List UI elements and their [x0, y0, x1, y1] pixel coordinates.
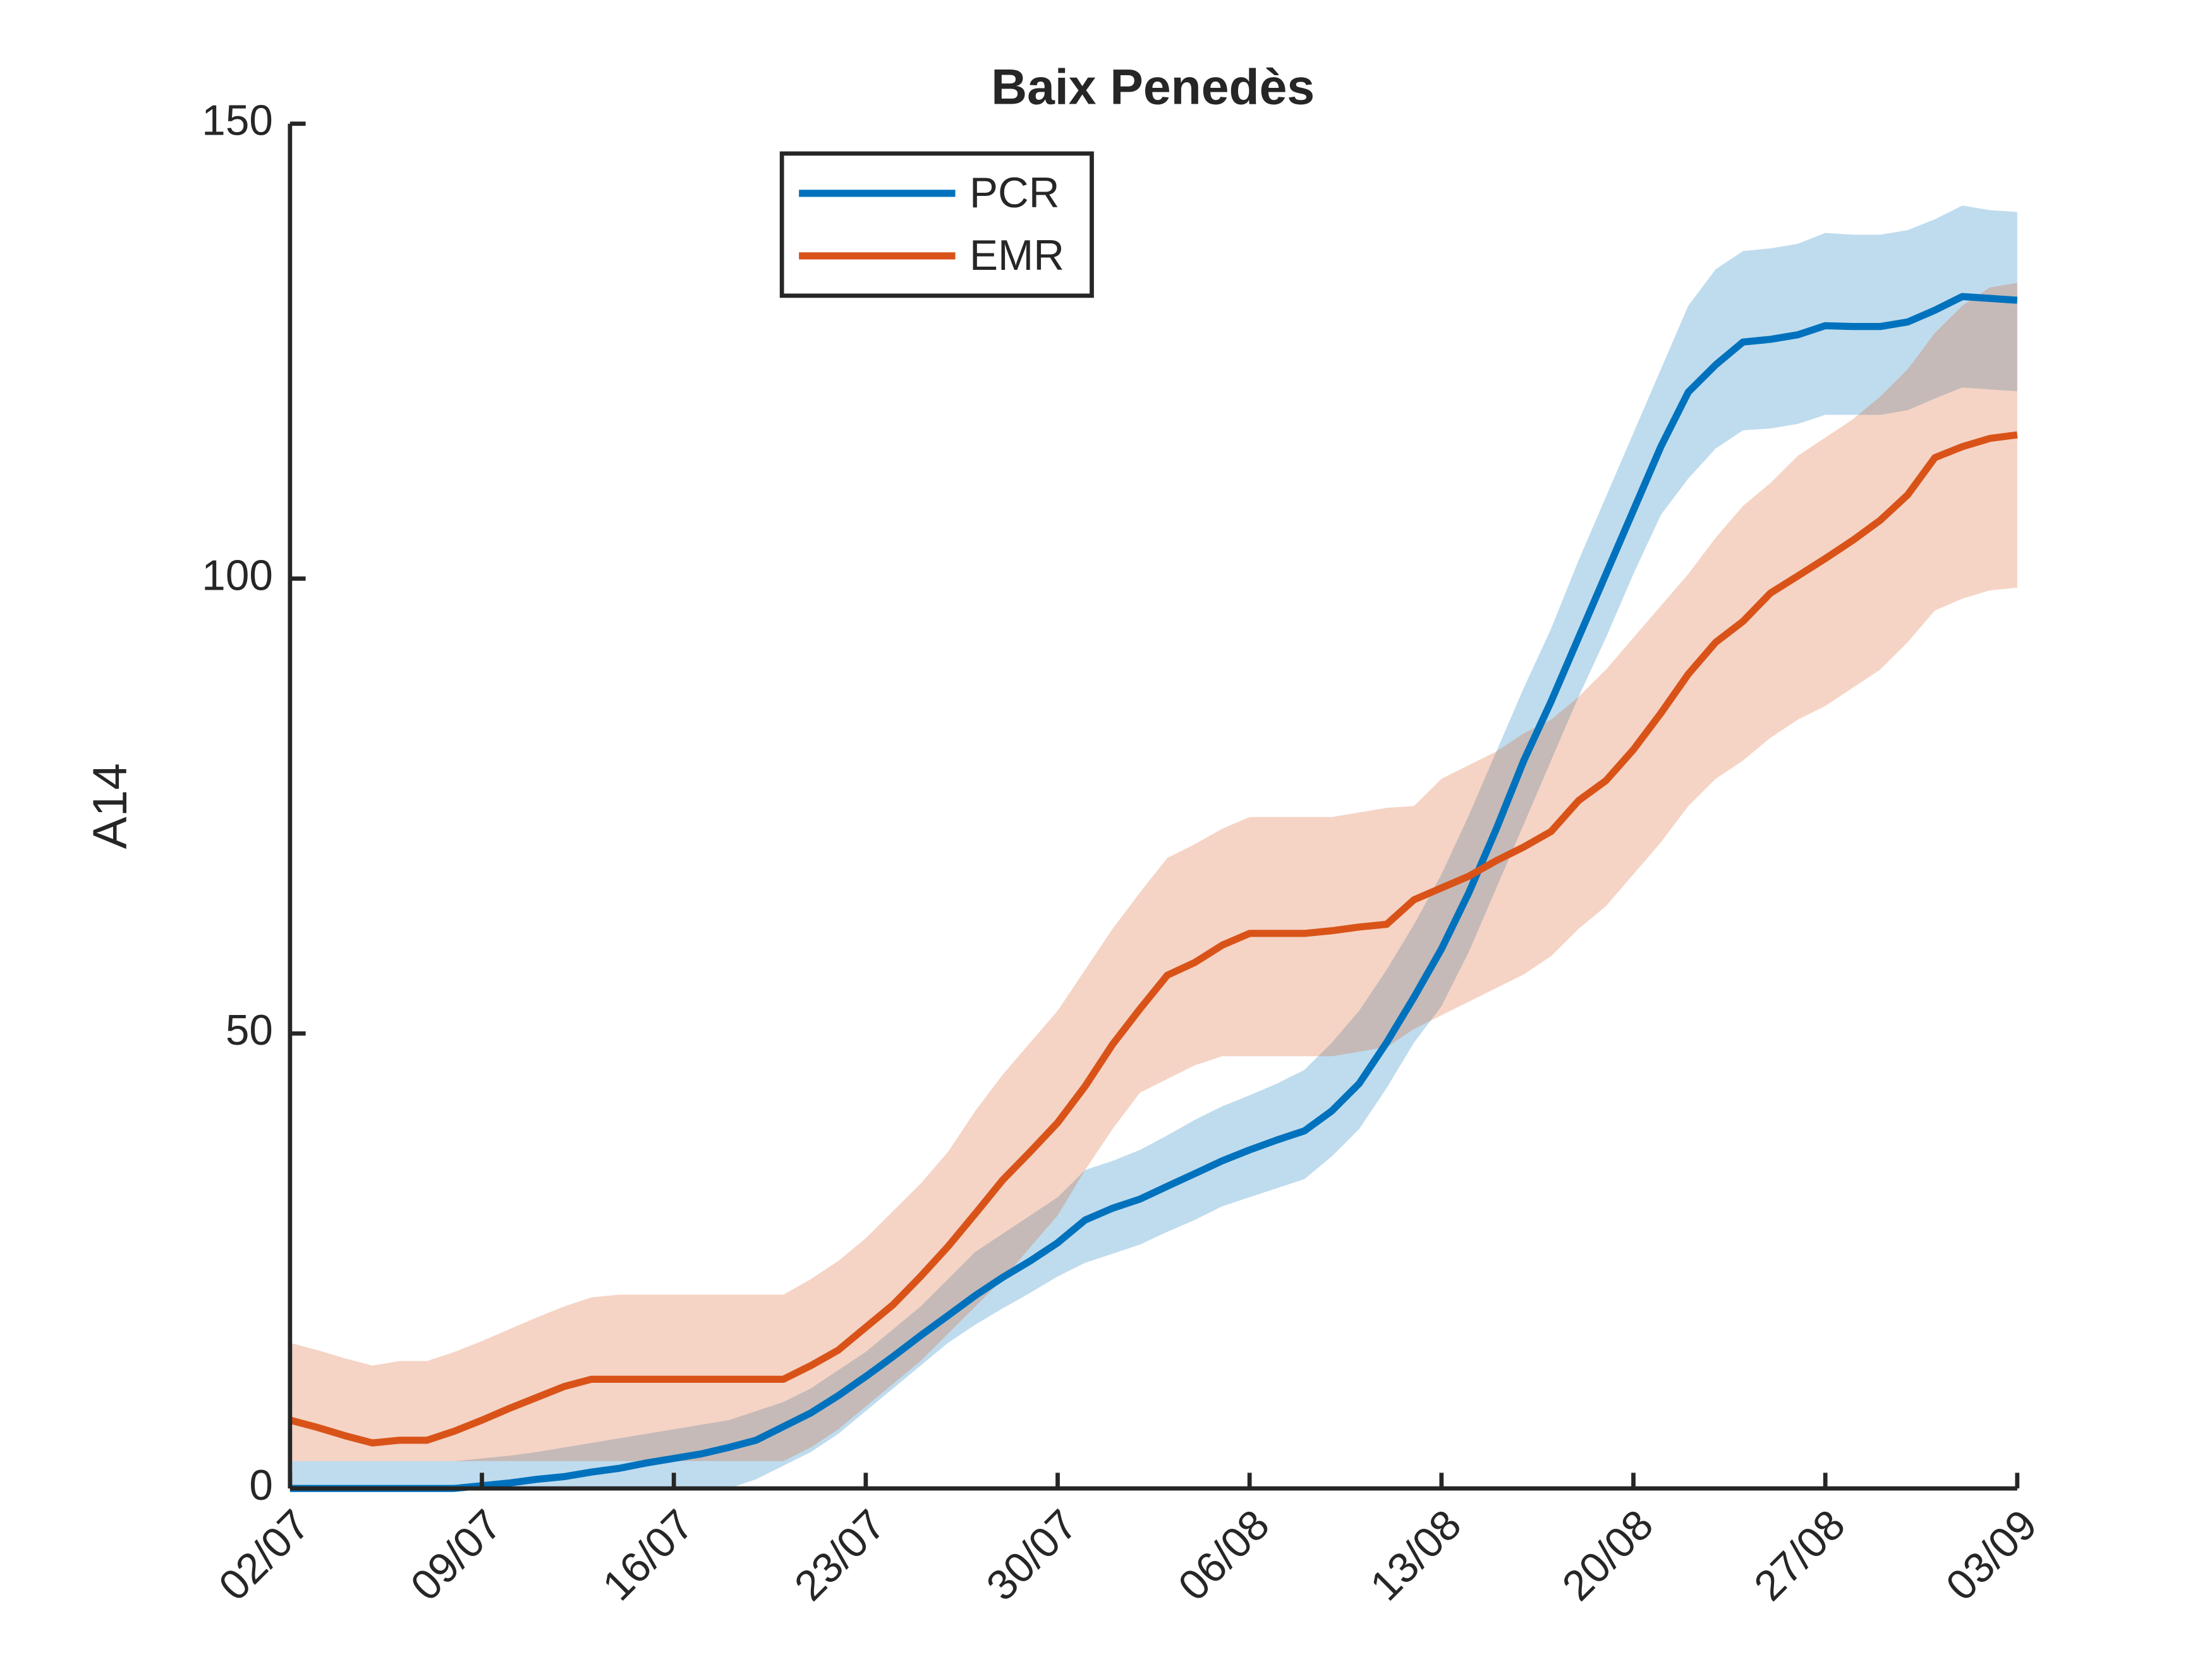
- y-tick-label: 100: [202, 552, 273, 599]
- chart-title: Baix Penedès: [991, 59, 1315, 115]
- legend: PCR EMR: [779, 151, 1094, 298]
- confidence-band: [289, 205, 2017, 1489]
- legend-label: PCR: [969, 169, 1059, 217]
- y-tick-label: 150: [202, 97, 273, 145]
- y-tick-label: 50: [226, 1007, 273, 1054]
- legend-box: [779, 151, 1094, 298]
- y-axis-label: A14: [83, 763, 137, 849]
- y-tick-label: 0: [249, 1462, 273, 1509]
- legend-label: EMR: [969, 232, 1064, 279]
- data-line: [289, 293, 2018, 1492]
- data-line: [289, 431, 2018, 1447]
